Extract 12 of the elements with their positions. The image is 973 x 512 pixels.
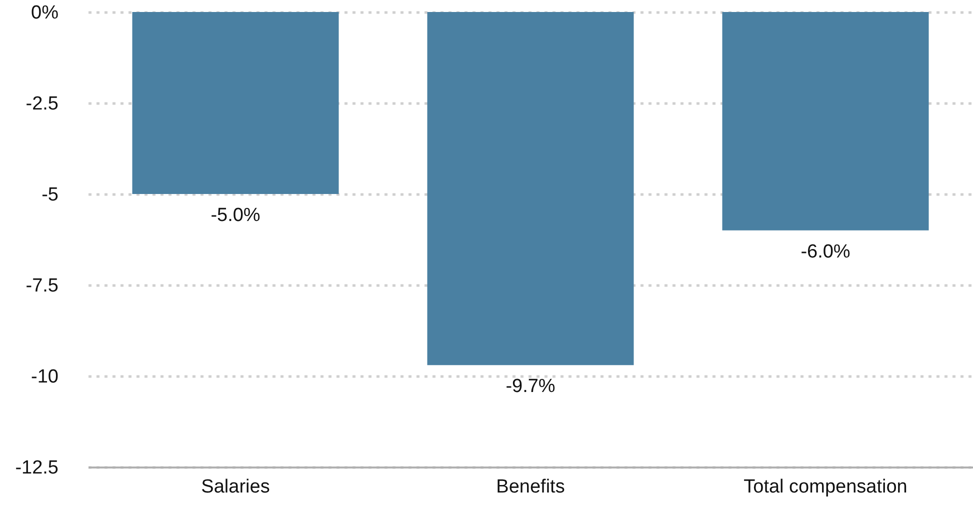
y-tick-label: -10 — [31, 366, 58, 388]
x-tick-label: Benefits — [496, 476, 565, 498]
y-tick-label: 0% — [31, 2, 59, 24]
y-tick-label: -2.5 — [26, 94, 58, 114]
y-tick-label: -7.5 — [26, 276, 58, 296]
y-tick-label: -5 — [42, 184, 58, 206]
x-tick-label: Total compensation — [744, 476, 908, 498]
data-label: -6.0% — [800, 241, 850, 262]
data-label: -5.0% — [210, 205, 260, 226]
data-label: -9.7% — [506, 376, 556, 398]
x-tick-label: Salaries — [201, 476, 270, 498]
y-tick-label: -12.5 — [15, 458, 58, 478]
